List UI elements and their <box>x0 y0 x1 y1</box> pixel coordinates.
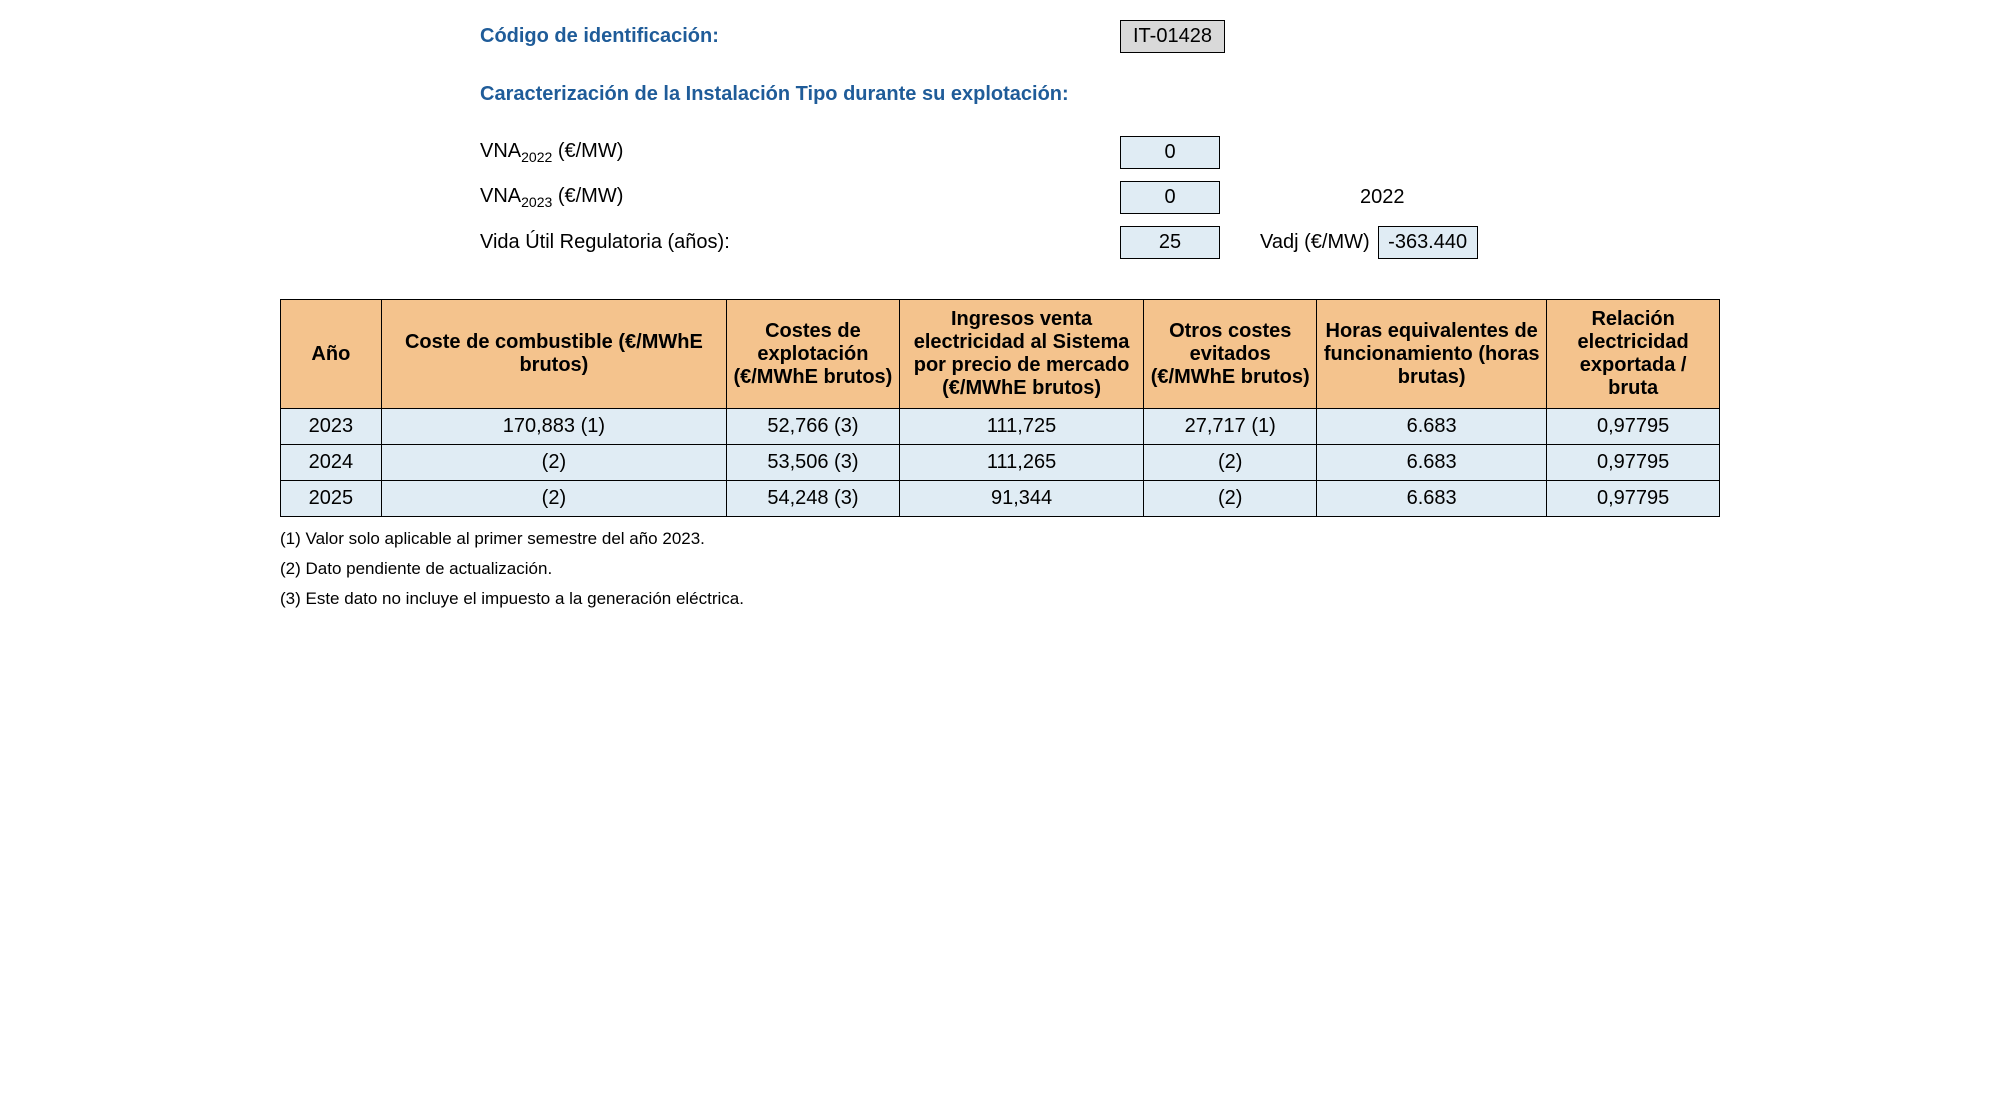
vna2022-label: VNA2022 (€/MW) <box>480 140 1120 165</box>
cell: 27,717 (1) <box>1144 409 1317 445</box>
cell: 2024 <box>281 445 382 481</box>
table-head: Año Coste de combustible (€/MWhE brutos)… <box>281 300 1720 409</box>
vna2023-value: 0 <box>1120 181 1220 214</box>
table-row: 2024 (2) 53,506 (3) 111,265 (2) 6.683 0,… <box>281 445 1720 481</box>
code-label: Código de identificación: <box>480 25 1120 48</box>
vadj-value: -363.440 <box>1378 226 1478 259</box>
vna2023-label: VNA2023 (€/MW) <box>480 185 1120 210</box>
cell: 111,725 <box>899 409 1144 445</box>
cell: 6.683 <box>1317 445 1547 481</box>
table-row: 2025 (2) 54,248 (3) 91,344 (2) 6.683 0,9… <box>281 481 1720 517</box>
vida-util-row: Vida Útil Regulatoria (años): 25 Vadj (€… <box>480 226 1720 259</box>
page-container: Código de identificación: IT-01428 Carac… <box>280 20 1720 609</box>
col-ratio: Relación electricidad exportada / bruta <box>1547 300 1720 409</box>
code-row: Código de identificación: IT-01428 <box>480 20 1720 53</box>
footnote-2: (2) Dato pendiente de actualización. <box>280 559 1720 579</box>
cell: (2) <box>381 445 726 481</box>
cell: 170,883 (1) <box>381 409 726 445</box>
col-hours: Horas equivalentes de funcionamiento (ho… <box>1317 300 1547 409</box>
cell: 52,766 (3) <box>727 409 900 445</box>
cell: 91,344 <box>899 481 1144 517</box>
table-body: 2023 170,883 (1) 52,766 (3) 111,725 27,7… <box>281 409 1720 517</box>
code-value-box: IT-01428 <box>1120 20 1225 53</box>
cell: (2) <box>1144 445 1317 481</box>
cell: 0,97795 <box>1547 409 1720 445</box>
cell: 2025 <box>281 481 382 517</box>
cell: 2023 <box>281 409 382 445</box>
cell: 6.683 <box>1317 481 1547 517</box>
vida-util-value: 25 <box>1120 226 1220 259</box>
col-oper-cost: Costes de explotación (€/MWhE brutos) <box>727 300 900 409</box>
col-fuel-cost: Coste de combustible (€/MWhE brutos) <box>381 300 726 409</box>
vna2023-row: VNA2023 (€/MW) 0 2022 <box>480 181 1720 214</box>
data-table: Año Coste de combustible (€/MWhE brutos)… <box>280 299 1720 517</box>
cell: 53,506 (3) <box>727 445 900 481</box>
vadj-label: Vadj (€/MW) <box>1260 231 1370 254</box>
col-year: Año <box>281 300 382 409</box>
vna2022-value: 0 <box>1120 136 1220 169</box>
footnote-3: (3) Este dato no incluye el impuesto a l… <box>280 589 1720 609</box>
header-block: Código de identificación: IT-01428 Carac… <box>480 20 1720 259</box>
cell: 0,97795 <box>1547 445 1720 481</box>
cell: (2) <box>381 481 726 517</box>
col-income: Ingresos venta electricidad al Sistema p… <box>899 300 1144 409</box>
footnote-1: (1) Valor solo aplicable al primer semes… <box>280 529 1720 549</box>
col-avoided: Otros costes evitados (€/MWhE brutos) <box>1144 300 1317 409</box>
table-row: 2023 170,883 (1) 52,766 (3) 111,725 27,7… <box>281 409 1720 445</box>
cell: 0,97795 <box>1547 481 1720 517</box>
cell: 54,248 (3) <box>727 481 900 517</box>
cell: (2) <box>1144 481 1317 517</box>
vida-util-label: Vida Útil Regulatoria (años): <box>480 231 1120 254</box>
vna2022-row: VNA2022 (€/MW) 0 <box>480 136 1720 169</box>
cell: 6.683 <box>1317 409 1547 445</box>
footnotes: (1) Valor solo aplicable al primer semes… <box>280 529 1720 609</box>
table-header-row: Año Coste de combustible (€/MWhE brutos)… <box>281 300 1720 409</box>
year-right: 2022 <box>1360 186 1405 209</box>
cell: 111,265 <box>899 445 1144 481</box>
section-heading: Caracterización de la Instalación Tipo d… <box>480 83 1720 106</box>
